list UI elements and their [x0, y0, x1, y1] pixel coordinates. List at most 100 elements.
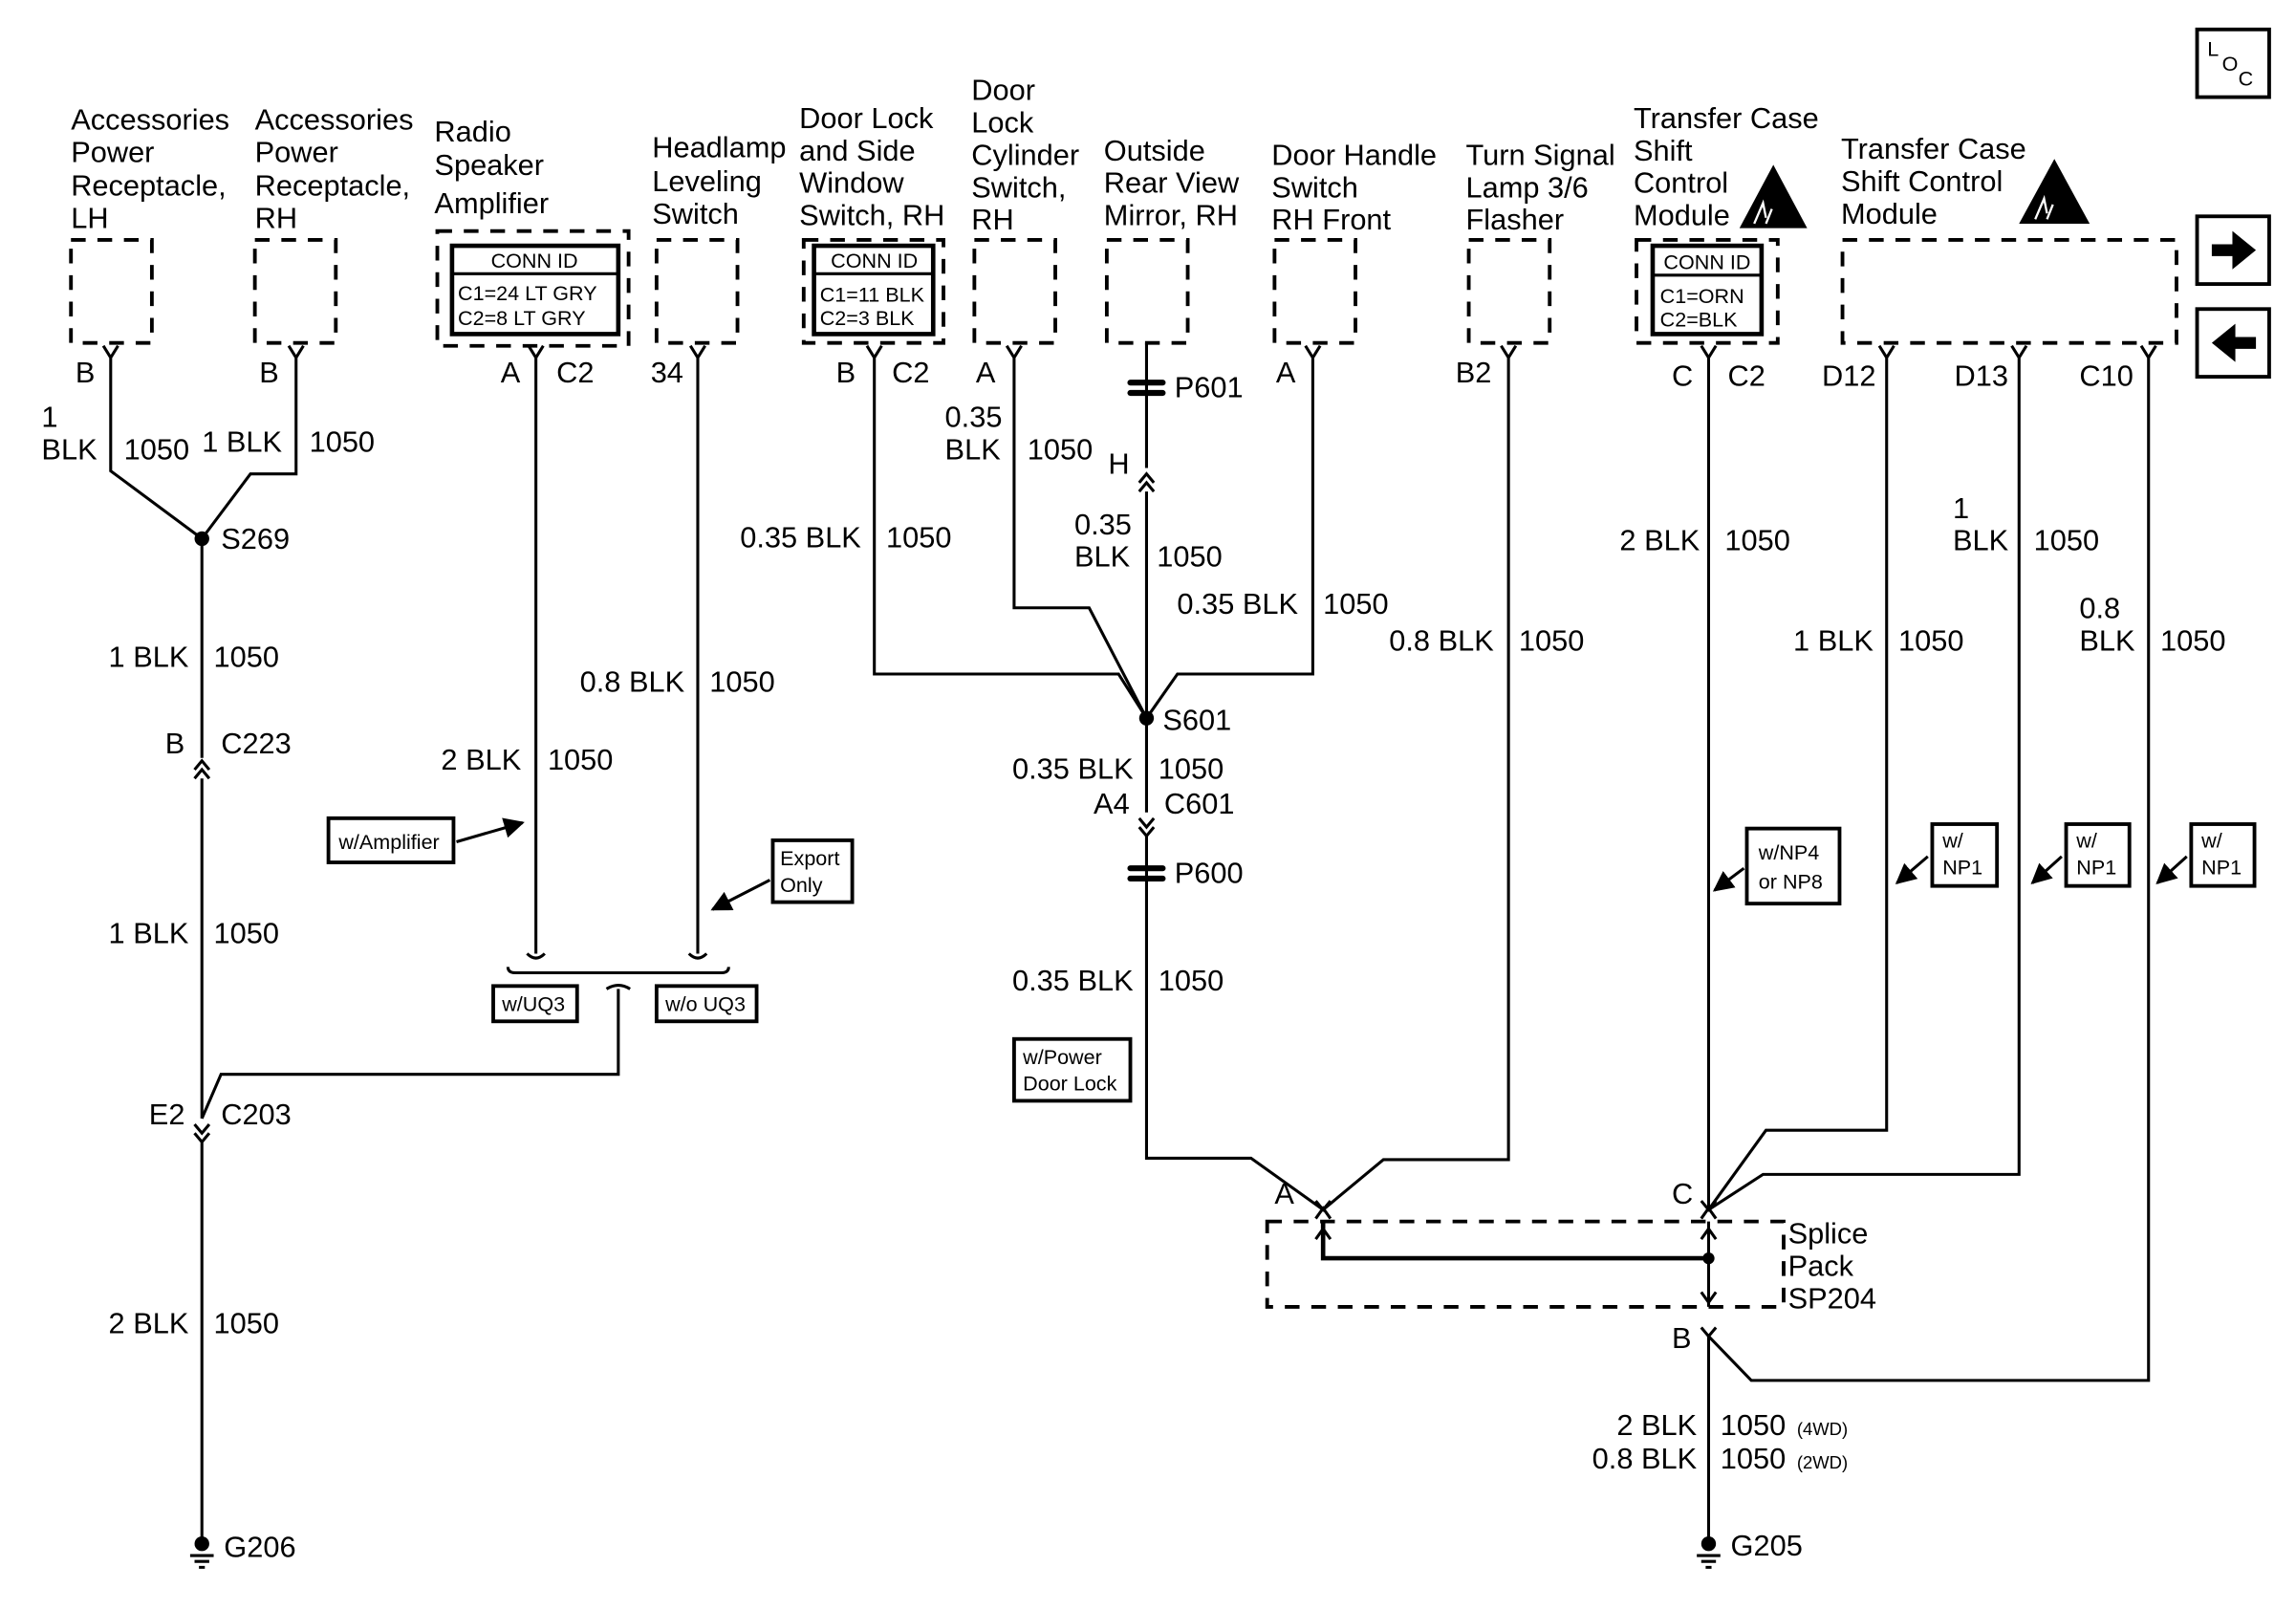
- component-title: Flasher: [1465, 203, 1564, 236]
- loc-letter-l: L: [2207, 36, 2219, 60]
- component-title: Switch: [1271, 170, 1358, 204]
- wires-left: [101, 344, 305, 1538]
- esd-warning-icon: [2019, 159, 2090, 224]
- wire-circuit: 1050: [709, 664, 774, 698]
- component-title: Transfer Case: [1634, 101, 1819, 135]
- wire-gauge: BLK: [1953, 524, 2009, 557]
- option-note-wo-uq3: w/o UQ3: [654, 984, 759, 1024]
- wire-gauge: 1 BLK: [109, 640, 189, 673]
- option-label: w/: [2075, 829, 2097, 853]
- option-label: NP1: [2076, 855, 2116, 879]
- connector-pin: A4: [1094, 787, 1130, 820]
- connector-label-c223: C223: [221, 727, 292, 760]
- option-note-w-np1-d13: w/ NP1: [2030, 822, 2132, 888]
- wire-circuit: 1050: [214, 640, 279, 673]
- component-box: [1272, 237, 1357, 345]
- wire-gauge: 1 BLK: [202, 425, 282, 459]
- splice-pack-label: SP204: [1788, 1281, 1876, 1315]
- wire-gauge: 0.8 BLK: [1389, 623, 1494, 657]
- conn-id-line: C1=24 LT GRY: [458, 281, 597, 305]
- splice-dot-s269: [194, 531, 209, 547]
- component-title: Outside: [1104, 134, 1205, 167]
- wire-gauge: 0.8: [2079, 592, 2120, 625]
- component-title: Control: [1634, 166, 1728, 200]
- wire-circuit: 1050: [2160, 623, 2225, 657]
- wire-variant: (4WD): [1797, 1419, 1848, 1439]
- location-button[interactable]: L O C: [2195, 27, 2271, 99]
- pin-label: D12: [1822, 359, 1875, 392]
- wire-gauge: 0.8 BLK: [580, 664, 685, 698]
- component-box: [972, 237, 1057, 345]
- arrow-right-icon: [2211, 230, 2257, 270]
- option-label: Export: [780, 846, 839, 870]
- pin-label: A: [1276, 356, 1296, 389]
- component-transfer-case-shift-control-module-a: Transfer Case Shift Control Module CONN …: [1634, 101, 1819, 392]
- wire-circuit: 1050: [1721, 1408, 1786, 1442]
- wire-gauge: 0.35: [1074, 508, 1132, 541]
- connector-label-c601: C601: [1164, 787, 1235, 820]
- wires-amp-headlamp: [200, 344, 730, 1120]
- wire-gauge: 0.8 BLK: [1592, 1442, 1698, 1475]
- component-box: [1635, 237, 1780, 345]
- wire-gauge: 0.35: [945, 400, 1003, 433]
- wire-circuit: 1050: [1028, 432, 1093, 466]
- wire-circuit: 1050: [1157, 540, 1222, 574]
- pin-label: B: [259, 356, 279, 389]
- wire-gauge: BLK: [41, 432, 97, 466]
- option-note-export-only: Export Only: [710, 838, 855, 911]
- component-title: Accessories: [255, 102, 414, 136]
- wire-circuit: 1050: [548, 743, 613, 776]
- next-page-button[interactable]: [2195, 214, 2271, 287]
- component-title: Switch,: [971, 170, 1066, 204]
- conn-id-line: C1=11 BLK: [820, 283, 925, 307]
- component-door-lock-cylinder-switch-rh: Door Lock Cylinder Switch, RH A: [971, 74, 1079, 390]
- option-note-w-np1-d12: w/ NP1: [1895, 822, 2000, 888]
- ground-label-g206: G206: [224, 1531, 295, 1564]
- option-note-w-np1-c10: w/ NP1: [2155, 822, 2257, 888]
- wire-circuit: 1050: [124, 432, 189, 466]
- option-label: NP1: [1942, 855, 1982, 879]
- conn-id-header: CONN ID: [1663, 250, 1750, 274]
- splice-dot-s601: [1138, 710, 1155, 726]
- loc-icon: L O C: [2207, 36, 2253, 90]
- conn-id-line: C2=3 BLK: [820, 306, 915, 330]
- component-title: LH: [71, 202, 108, 235]
- conn-id-header: CONN ID: [491, 249, 578, 272]
- component-title: RH: [971, 203, 1013, 236]
- component-title: Radio: [434, 115, 510, 148]
- component-title: Transfer Case: [1841, 132, 2026, 165]
- component-title: Mirror, RH: [1104, 199, 1238, 232]
- component-title: RH Front: [1271, 203, 1391, 236]
- wire-circuit: 1050: [1721, 1442, 1786, 1475]
- wire-circuit: 1050: [1724, 524, 1789, 557]
- connector-pin: B: [165, 727, 185, 760]
- conn-id-box: [812, 243, 936, 337]
- connector-pin: E2: [149, 1098, 185, 1131]
- option-label: w/UQ3: [501, 992, 565, 1016]
- option-note-w-power-door-lock: w/Power Door Lock: [1011, 1036, 1133, 1103]
- component-title: Module: [1841, 197, 1938, 230]
- splice-pin: A: [1274, 1177, 1294, 1210]
- wire-circuit: 1050: [886, 521, 951, 555]
- wire-gauge: 0.35 BLK: [1012, 751, 1134, 785]
- pin-label: B: [836, 356, 856, 389]
- component-title: Shift Control: [1841, 164, 2003, 198]
- option-note-w-amplifier: w/Amplifier: [326, 816, 525, 864]
- wire-gauge: 0.35 BLK: [1012, 964, 1134, 997]
- inline-connector-icon-p601: [1127, 380, 1166, 397]
- arrow-left-icon: [2211, 323, 2257, 362]
- pin-label: D13: [1955, 359, 2008, 392]
- prev-page-button[interactable]: [2195, 307, 2271, 379]
- wire-gauge: 2 BLK: [1619, 524, 1700, 557]
- component-title: Lamp 3/6: [1465, 170, 1588, 204]
- wire-circuit: 1050: [1159, 751, 1224, 785]
- option-note-w-uq3: w/UQ3: [491, 984, 579, 1024]
- pin-label: C: [1672, 359, 1693, 392]
- component-title: Receptacle,: [255, 169, 410, 203]
- ground-icon: [189, 1536, 214, 1569]
- wire-circuit: 1050: [2034, 524, 2099, 557]
- connector-label-p600: P600: [1175, 857, 1244, 890]
- component-radio-speaker-amplifier: Radio Speaker Amplifier CONN ID C1=24 LT…: [434, 115, 631, 389]
- pin-label: A: [501, 356, 521, 389]
